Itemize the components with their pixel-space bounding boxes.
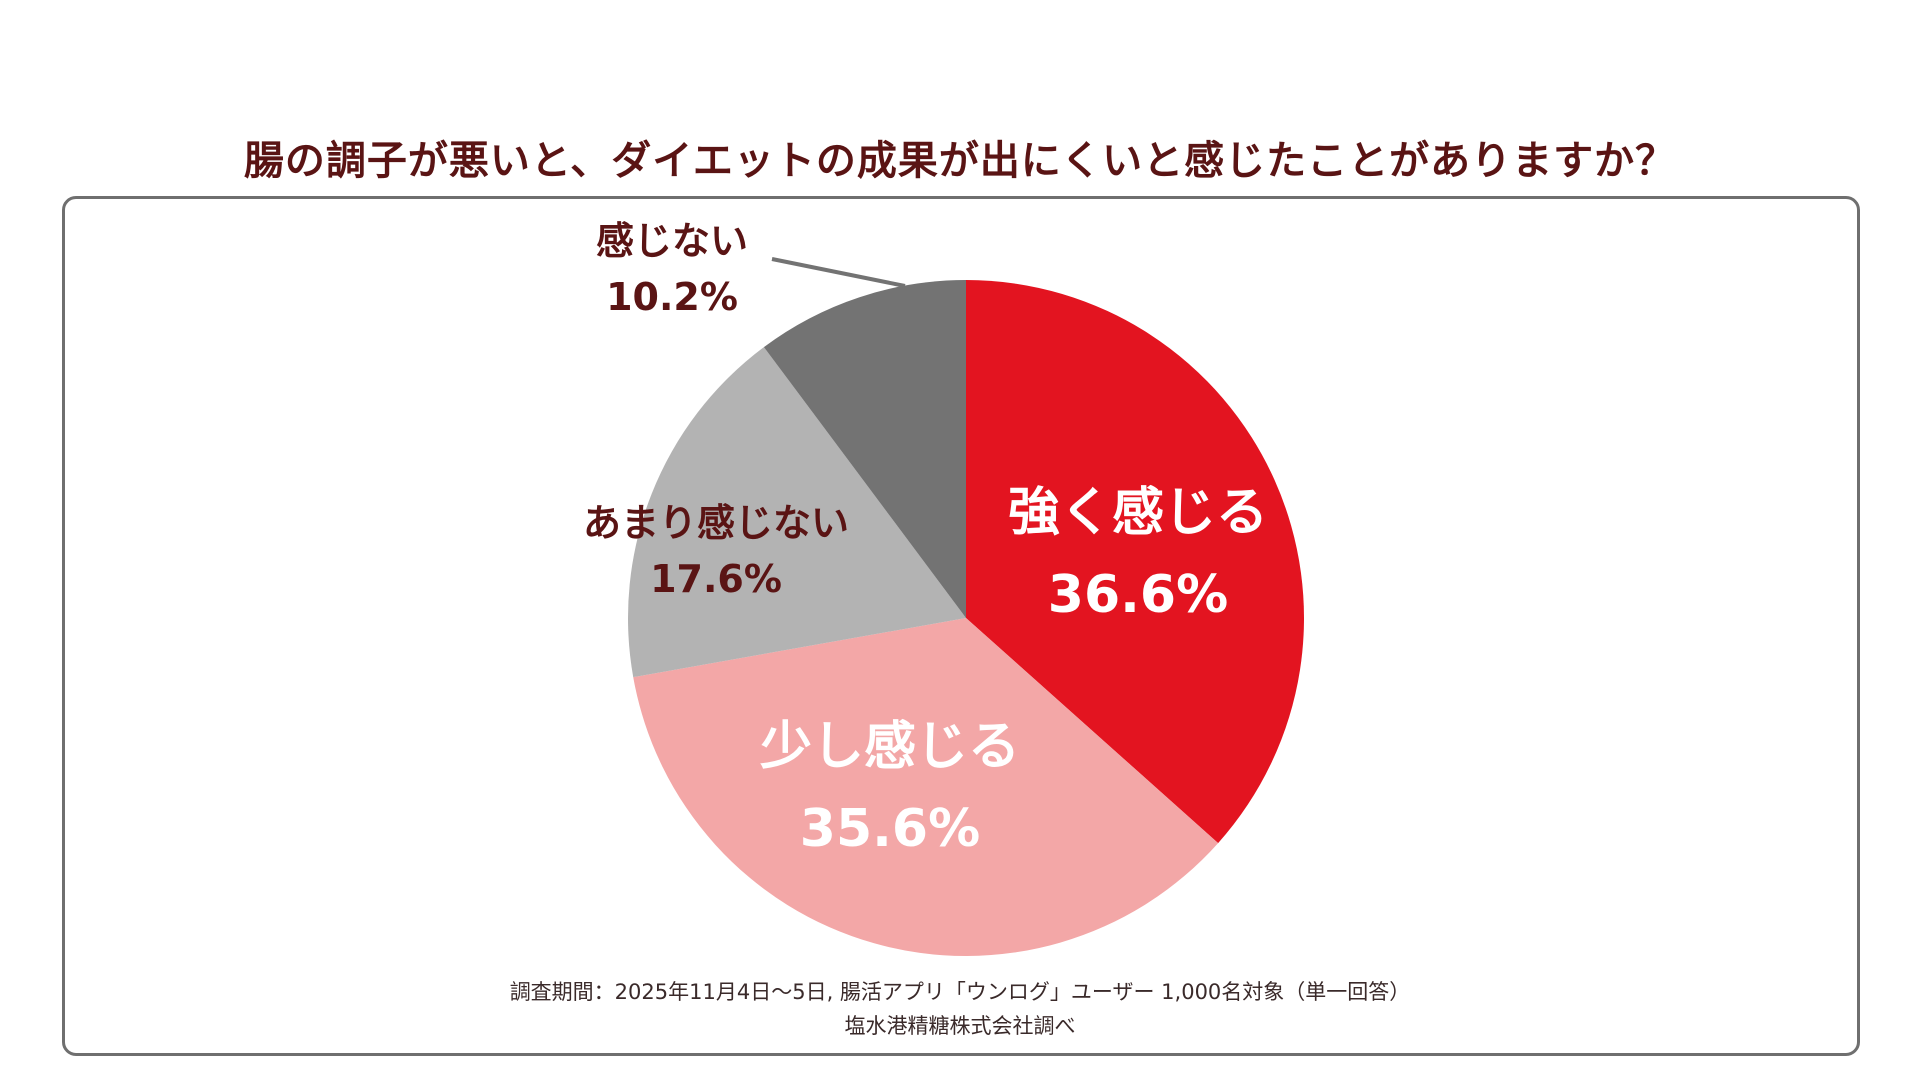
pie-slice-tsuyoku-kanjiru — [966, 280, 1304, 844]
slice-label-sukoshi-kanjiru: 少し感じる — [760, 717, 1020, 777]
pie-slices — [628, 280, 1304, 956]
pie-slice-kanjinai — [763, 280, 966, 618]
slice-label-tsuyoku-kanjiru: 強く感じる — [1008, 483, 1268, 543]
slice-value-amari-kanjinai: 17.6% — [650, 557, 782, 601]
slice-label-kanjinai: 感じない — [596, 219, 748, 263]
survey-note: 調査期間：2025年11月4日～5日, 腸活アプリ「ウンログ」ユーザー 1,00… — [509, 980, 1411, 1004]
slice-value-kanjinai: 10.2% — [606, 275, 738, 319]
leader-line-kanjinai — [771, 257, 906, 288]
slice-value-tsuyoku-kanjiru: 36.6% — [1048, 565, 1228, 625]
chart-frame — [62, 196, 1860, 1056]
pie-slice-amari-kanjinai — [628, 347, 966, 678]
pie-slice-sukoshi-kanjiru — [633, 618, 1219, 956]
survey-credit: 塩水港精糖株式会社調べ — [844, 1014, 1076, 1038]
slice-label-amari-kanjinai: あまり感じない — [583, 501, 849, 545]
chart-title: 腸の調子が悪いと、ダイエットの成果が出にくいと感じたことがありますか？ — [243, 138, 1677, 184]
slice-labels: 強く感じる 36.6% 少し感じる 35.6% あまり感じない 17.6% 感じない 10.2… — [583, 219, 1268, 859]
slice-value-sukoshi-kanjiru: 35.6% — [800, 799, 980, 859]
